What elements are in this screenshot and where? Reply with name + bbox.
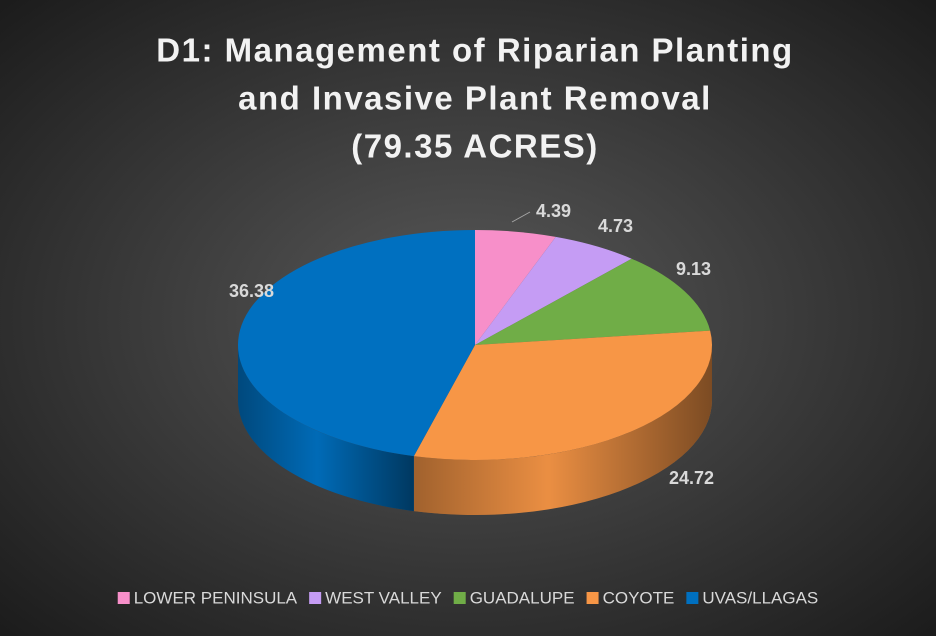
chart-title: (79.35 ACRES) [351,128,599,165]
pie-slice [475,258,711,345]
value-label: 4.39 [536,201,571,221]
pie-slice [238,229,475,457]
value-label: 4.73 [598,216,633,236]
pie-slice [475,236,632,345]
pie-side-shade [238,345,414,512]
pie-slice [475,230,556,345]
legend-swatch [586,592,599,604]
chart-title: D1: Management of Riparian Planting [156,32,793,69]
pie-side-shade [413,345,712,515]
legend-label: UVAS/LLAGAS [702,588,818,607]
legend-swatch [309,592,322,604]
value-label: 24.72 [669,468,714,488]
value-label: 36.38 [229,281,274,301]
legend-label: COYOTE [603,588,675,607]
legend-swatch [686,592,699,604]
pie-slice [413,330,712,460]
legend-label: GUADALUPE [470,588,575,607]
value-label: 9.13 [676,259,711,279]
leader-line [511,211,531,223]
legend-swatch [453,592,466,604]
legend-label: WEST VALLEY [325,588,442,607]
chart-title: and Invasive Plant Removal [238,80,712,117]
legend-label: LOWER PENINSULA [134,588,298,607]
legend-swatch [117,592,130,604]
